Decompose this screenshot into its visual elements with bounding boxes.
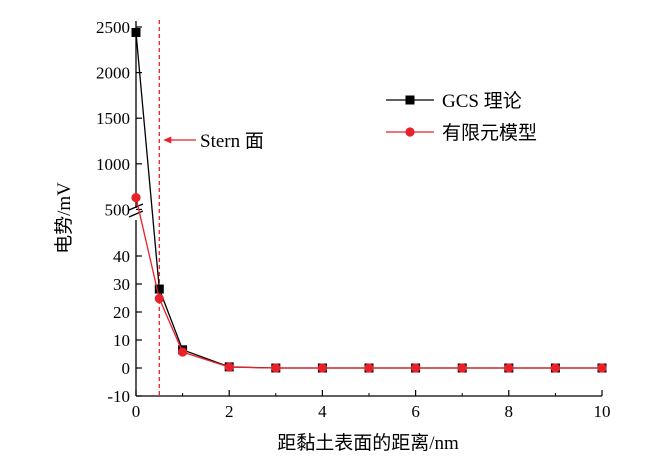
x-tick-label: 10 (594, 402, 611, 421)
data-point-circle (411, 363, 421, 373)
axis-break-mark (128, 210, 144, 218)
data-point-circle (178, 347, 188, 357)
series-line (135, 197, 602, 369)
data-point-circle (457, 363, 467, 373)
x-tick-label: 6 (411, 402, 420, 421)
annotation-arrow-head (163, 136, 172, 144)
legend-item: 有限元模型 (386, 122, 537, 144)
y-tick-label: 1500 (96, 109, 130, 128)
series-fem (131, 192, 607, 373)
x-tick-label: 2 (225, 402, 234, 421)
reference-layer: Stern 面 (158, 20, 264, 396)
data-point-circle (154, 293, 164, 304)
y-tick-label: 10 (113, 331, 130, 350)
y-tick-label: 20 (113, 303, 130, 322)
legend-item: GCS 理论 (386, 90, 522, 112)
x-tick-label: 0 (132, 402, 141, 421)
y-tick-label: -10 (107, 387, 130, 406)
legend-marker-square (405, 95, 415, 105)
legend-label: GCS 理论 (442, 90, 522, 112)
y-tick-label: 0 (122, 359, 131, 378)
y-tick-label: 2000 (96, 64, 130, 83)
y-tick-label: 500 (105, 200, 131, 219)
legend-label: 有限元模型 (442, 122, 537, 144)
x-axis-title: 距黏土表面的距离/nm (277, 432, 459, 454)
data-point-circle (224, 362, 234, 372)
x-tick-label: 8 (505, 402, 514, 421)
data-point-circle (364, 363, 374, 373)
x-tick-label: 4 (318, 402, 327, 421)
axis-break-mark (128, 203, 144, 211)
series-line (135, 32, 602, 369)
y-tick-label: 40 (113, 247, 130, 266)
data-point-square (131, 27, 141, 37)
y-tick-label: 2500 (96, 18, 130, 37)
data-point-square (154, 284, 164, 294)
series-gcs (131, 27, 607, 373)
y-axis-title: 电势/mV (53, 182, 75, 254)
data-point-circle (317, 363, 327, 373)
stern-annotation-label: Stern 面 (200, 131, 264, 152)
y-tick-label: 30 (113, 275, 130, 294)
data-point-circle (550, 363, 561, 373)
y-tick-label: 1000 (96, 155, 130, 174)
legend-marker-circle (405, 127, 415, 137)
data-point-circle (271, 363, 281, 373)
data-point-circle (597, 363, 607, 373)
data-point-circle (504, 363, 514, 373)
data-point-circle (131, 192, 141, 203)
series-layer (131, 27, 607, 373)
